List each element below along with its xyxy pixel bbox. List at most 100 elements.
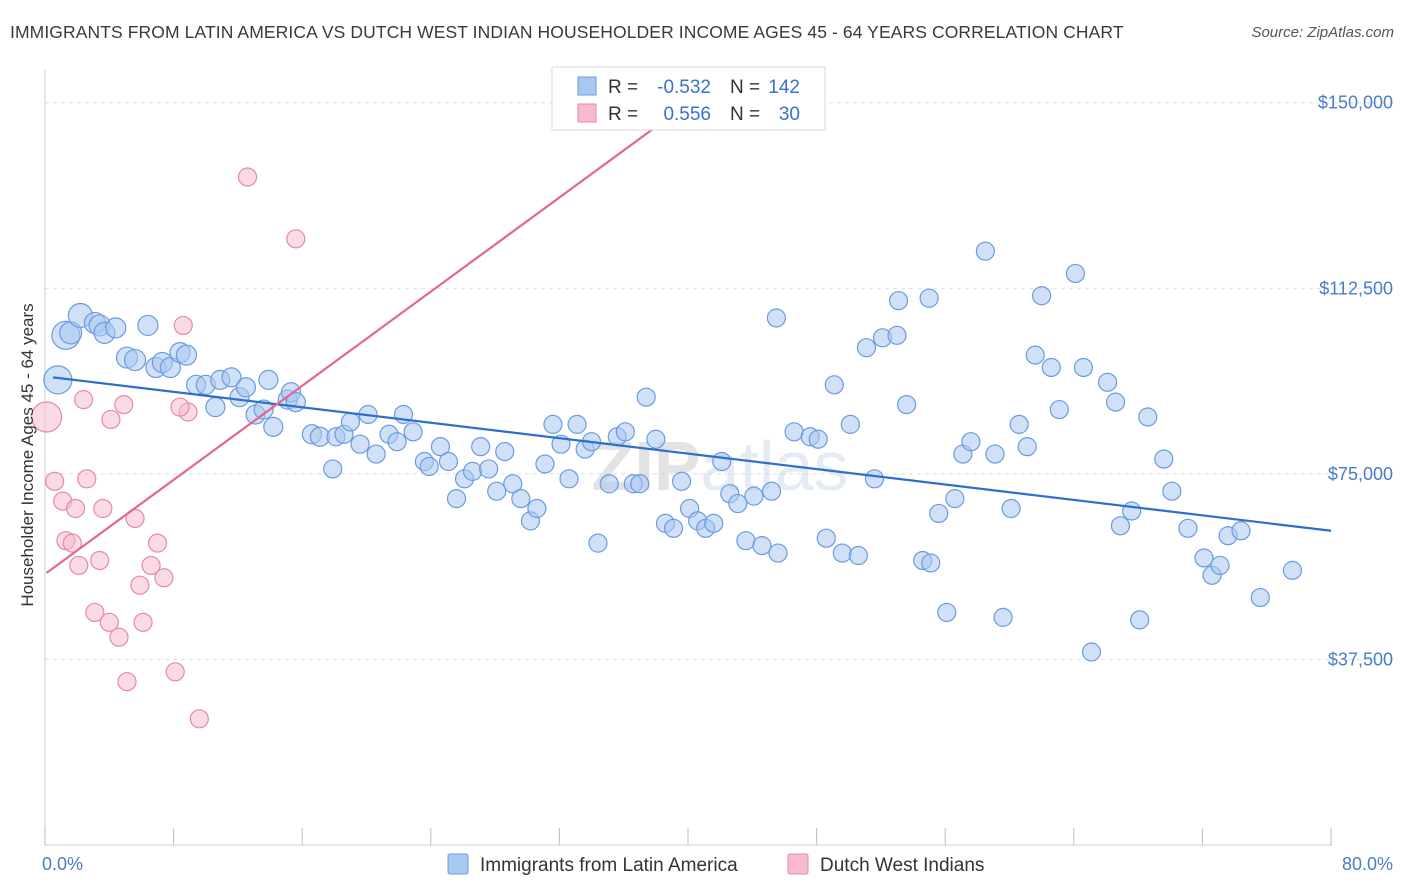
point-0-138: [887, 325, 907, 345]
point-0-85: [752, 536, 772, 556]
point-0-117: [1073, 357, 1094, 378]
point-0-71: [636, 387, 656, 407]
legend-r-label: R =: [608, 104, 638, 125]
point-0-54: [503, 474, 523, 494]
point-0-129: [1210, 555, 1230, 576]
point-0-94: [840, 414, 860, 434]
point-0-72: [646, 429, 666, 449]
point-0-137: [975, 241, 995, 261]
point-1-24: [173, 315, 193, 336]
point-0-36: [350, 434, 370, 454]
point-0-75: [671, 471, 692, 491]
point-0-124: [1154, 449, 1174, 469]
chart-title: IMMIGRANTS FROM LATIN AMERICA VS DUTCH W…: [10, 22, 1124, 42]
point-1-7: [73, 390, 94, 410]
point-1-1: [45, 471, 65, 491]
point-0-105: [945, 489, 965, 509]
point-0-96: [856, 338, 877, 358]
point-0-40: [387, 432, 407, 452]
y-tick-labels: $37,500 $75,000 $112,500 $150,000: [1318, 93, 1393, 670]
legend-n-value: 142: [768, 77, 800, 98]
point-0-45: [430, 437, 451, 457]
point-0-92: [824, 375, 844, 395]
point-0-90: [808, 429, 828, 449]
legend-n-label: N =: [730, 77, 760, 98]
point-0-131: [1231, 521, 1251, 541]
point-1-26: [189, 709, 209, 729]
point-0-61: [559, 469, 579, 489]
point-0-7: [105, 317, 127, 339]
point-0-134: [1032, 286, 1052, 306]
point-1-8: [77, 469, 97, 489]
x-tick-label-max: 80.0%: [1342, 854, 1393, 874]
point-0-74: [663, 518, 684, 538]
point-1-29: [170, 397, 190, 417]
point-0-107: [961, 432, 981, 452]
point-0-109: [993, 607, 1013, 627]
point-1-0: [31, 401, 63, 433]
point-0-119: [1097, 372, 1118, 392]
point-0-111: [1009, 414, 1029, 434]
point-1-5: [65, 498, 86, 519]
point-0-113: [1025, 345, 1045, 365]
point-1-10: [93, 498, 113, 519]
point-0-59: [543, 414, 563, 434]
point-1-4: [62, 533, 82, 553]
point-0-116: [1065, 263, 1086, 284]
point-0-55: [511, 489, 531, 509]
point-0-118: [1081, 642, 1102, 662]
point-0-82: [728, 493, 748, 514]
point-0-70: [630, 474, 650, 494]
point-0-115: [1049, 399, 1069, 420]
legend-bottom-swatch-1: [787, 853, 809, 875]
point-0-51: [479, 459, 499, 479]
legend-top: R = -0.532 N = 142 R = 0.556 N = 30: [551, 66, 826, 131]
legend-bottom-swatch-0: [447, 853, 469, 875]
trend-lines: [45, 114, 1332, 574]
point-0-104: [937, 602, 957, 623]
point-0-32: [323, 459, 343, 479]
point-1-14: [109, 627, 129, 647]
point-0-35: [340, 412, 361, 432]
point-0-133: [1282, 560, 1303, 580]
point-1-18: [130, 575, 150, 595]
chart-source: Source: ZipAtlas.com: [1251, 24, 1394, 41]
legend-bottom: Immigrants from Latin America Dutch West …: [447, 853, 984, 876]
point-0-46: [438, 451, 459, 472]
point-0-91: [816, 528, 836, 548]
legend-box: [551, 66, 826, 131]
point-0-50: [471, 437, 491, 457]
point-0-80: [712, 451, 732, 472]
point-1-13: [101, 409, 121, 430]
point-0-13: [159, 356, 181, 379]
y-tick-label: $37,500: [1328, 649, 1393, 669]
point-0-135: [919, 288, 939, 308]
point-0-26: [263, 416, 284, 437]
point-0-102: [921, 553, 941, 573]
point-0-99: [888, 291, 909, 311]
point-1-23: [165, 662, 185, 682]
point-0-125: [1162, 481, 1182, 501]
point-0-49: [462, 461, 483, 481]
point-0-42: [403, 422, 423, 442]
point-0-122: [1130, 610, 1150, 630]
point-0-127: [1194, 548, 1214, 568]
point-0-24: [253, 399, 274, 420]
legend-bottom-label-0: Immigrants from Latin America: [480, 855, 738, 876]
point-1-15: [114, 394, 134, 415]
point-1-16: [117, 672, 137, 692]
point-1-9: [90, 550, 110, 571]
point-0-84: [744, 486, 764, 506]
legend-n-value: 30: [779, 104, 800, 125]
point-0-132: [1250, 587, 1270, 608]
point-0-100: [897, 394, 917, 415]
point-0-22: [235, 377, 257, 398]
point-0-121: [1110, 516, 1131, 536]
point-0-15: [175, 344, 198, 366]
point-0-123: [1138, 407, 1158, 427]
point-0-136: [766, 308, 787, 328]
point-0-52: [487, 481, 507, 501]
point-1-19: [133, 612, 153, 632]
point-0-25: [258, 369, 279, 390]
